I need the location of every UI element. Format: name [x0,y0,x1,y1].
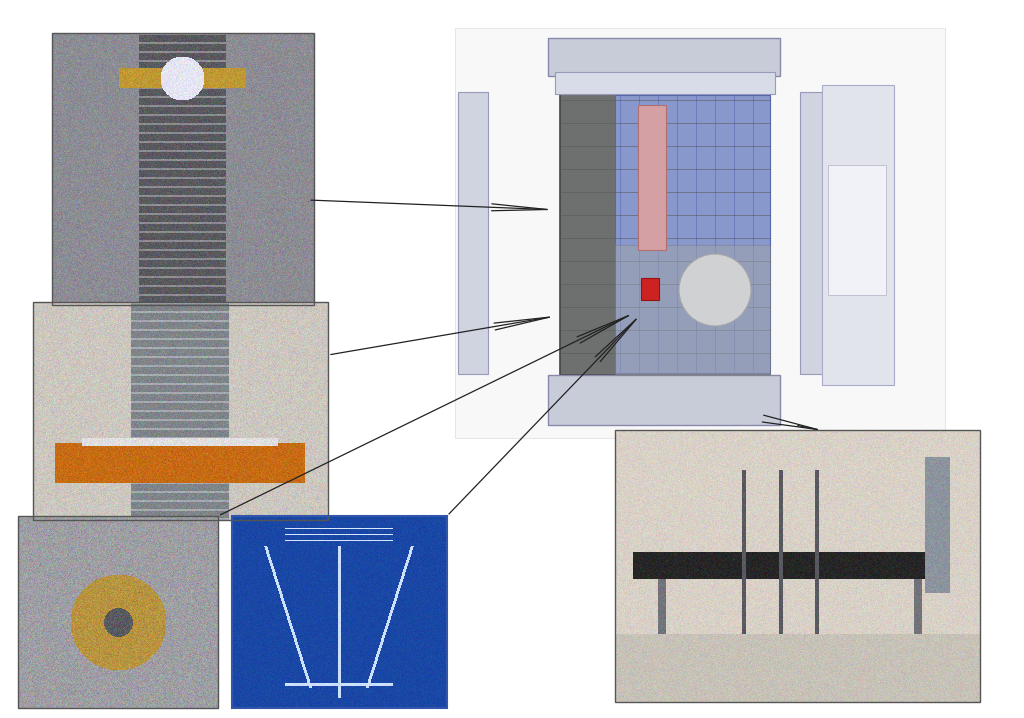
Bar [548,38,780,76]
Ellipse shape [679,254,751,326]
Bar [33,302,328,520]
Bar [641,278,659,300]
Bar [232,516,447,708]
Bar [455,28,945,438]
Bar [18,516,218,708]
Bar [828,165,886,295]
Bar [52,33,314,305]
Bar [615,95,770,373]
Bar [555,72,775,94]
Bar [560,90,770,375]
Bar [822,85,894,385]
Bar [548,375,780,425]
Bar [615,430,980,702]
Bar [800,92,825,374]
Bar [615,245,770,375]
Bar [458,92,488,374]
Bar [638,105,666,250]
